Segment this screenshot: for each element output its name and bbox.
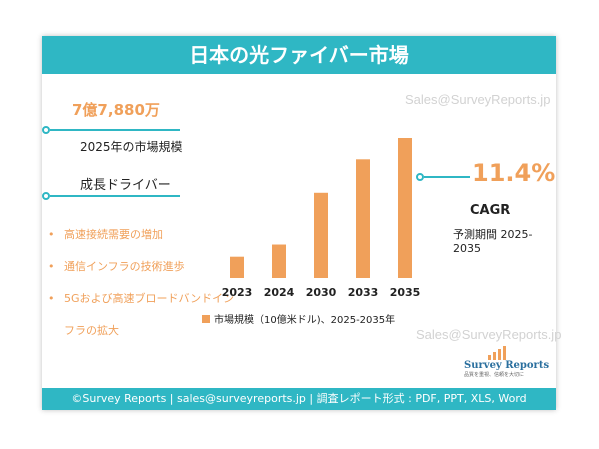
x-tick-label: 2033: [348, 286, 379, 299]
bullet: •: [48, 228, 55, 241]
market-bar-chart: 2023 2024 2030 2033 2035 市場規模（10億米ドル)、2025-20…: [202, 138, 421, 326]
logo-tagline: 品質を重視、信頼を大切に: [464, 372, 525, 378]
survey-reports-logo: Survey Reports 品質を重視、信頼を大切に: [464, 346, 550, 378]
x-tick-label: 2035: [390, 286, 421, 299]
driver-text: 高速接続需要の増加: [64, 228, 163, 241]
connector-dot: [416, 173, 424, 181]
drivers-title: 成長ドライバー: [80, 178, 171, 193]
driver-item: • 5Gおよび高速ブロードバンドイン: [48, 290, 248, 322]
driver-text: フラの拡大: [64, 324, 119, 337]
driver-item: • 高速接続需要の増加: [48, 226, 248, 258]
x-tick-label: 2023: [222, 286, 253, 299]
drivers-list: • 高速接続需要の増加 • 通信インフラの技術進歩 • 5Gおよび高速ブロードバンドイ…: [48, 226, 264, 354]
bullet: •: [48, 260, 55, 273]
x-tick-label: 2030: [306, 286, 337, 299]
driver-item: フラの拡大: [48, 322, 264, 354]
driver-text: 通信インフラの技術進歩: [64, 260, 185, 273]
bar-2030: [314, 192, 328, 278]
legend-swatch: [202, 315, 210, 323]
connector-line: [50, 129, 180, 131]
connector-line: [424, 176, 470, 178]
watermark-bottom: Sales@SurveyReports.jp: [416, 327, 562, 342]
bar-2035: [398, 138, 412, 278]
forecast-period: 予測期間 2025-2035: [453, 228, 533, 255]
bar-2024: [272, 244, 286, 278]
legend-label: 市場規模（10億米ドル)、2025-2035年: [214, 313, 395, 326]
driver-item: • 通信インフラの技術進歩: [48, 258, 248, 290]
connector-line: [50, 195, 180, 197]
footer-bar: ©Survey Reports | sales@surveyreports.jp…: [42, 388, 556, 410]
cagr-value: 11.4%: [472, 159, 556, 187]
cagr-label: CAGR: [470, 203, 511, 218]
watermark-top: Sales@SurveyReports.jp: [405, 92, 551, 107]
connector-dot: [42, 192, 50, 200]
connector-dot: [42, 126, 50, 134]
market-size-value: 7億7,880万: [72, 101, 160, 119]
bar-2023: [230, 256, 244, 278]
driver-text: 5Gおよび高速ブロードバンドイン: [64, 292, 235, 305]
logo-name: Survey Reports: [464, 360, 550, 371]
bar-2033: [356, 159, 370, 278]
bullet: •: [48, 292, 55, 305]
market-size-label: 2025年の市場規模: [80, 140, 183, 154]
infographic-card: 日本の光ファイバー市場 Sales@SurveyReports.jp Sales…: [42, 36, 561, 410]
logo-bars-icon: [464, 346, 544, 360]
x-tick-label: 2024: [264, 286, 295, 299]
page-title: 日本の光ファイバー市場: [42, 36, 556, 74]
